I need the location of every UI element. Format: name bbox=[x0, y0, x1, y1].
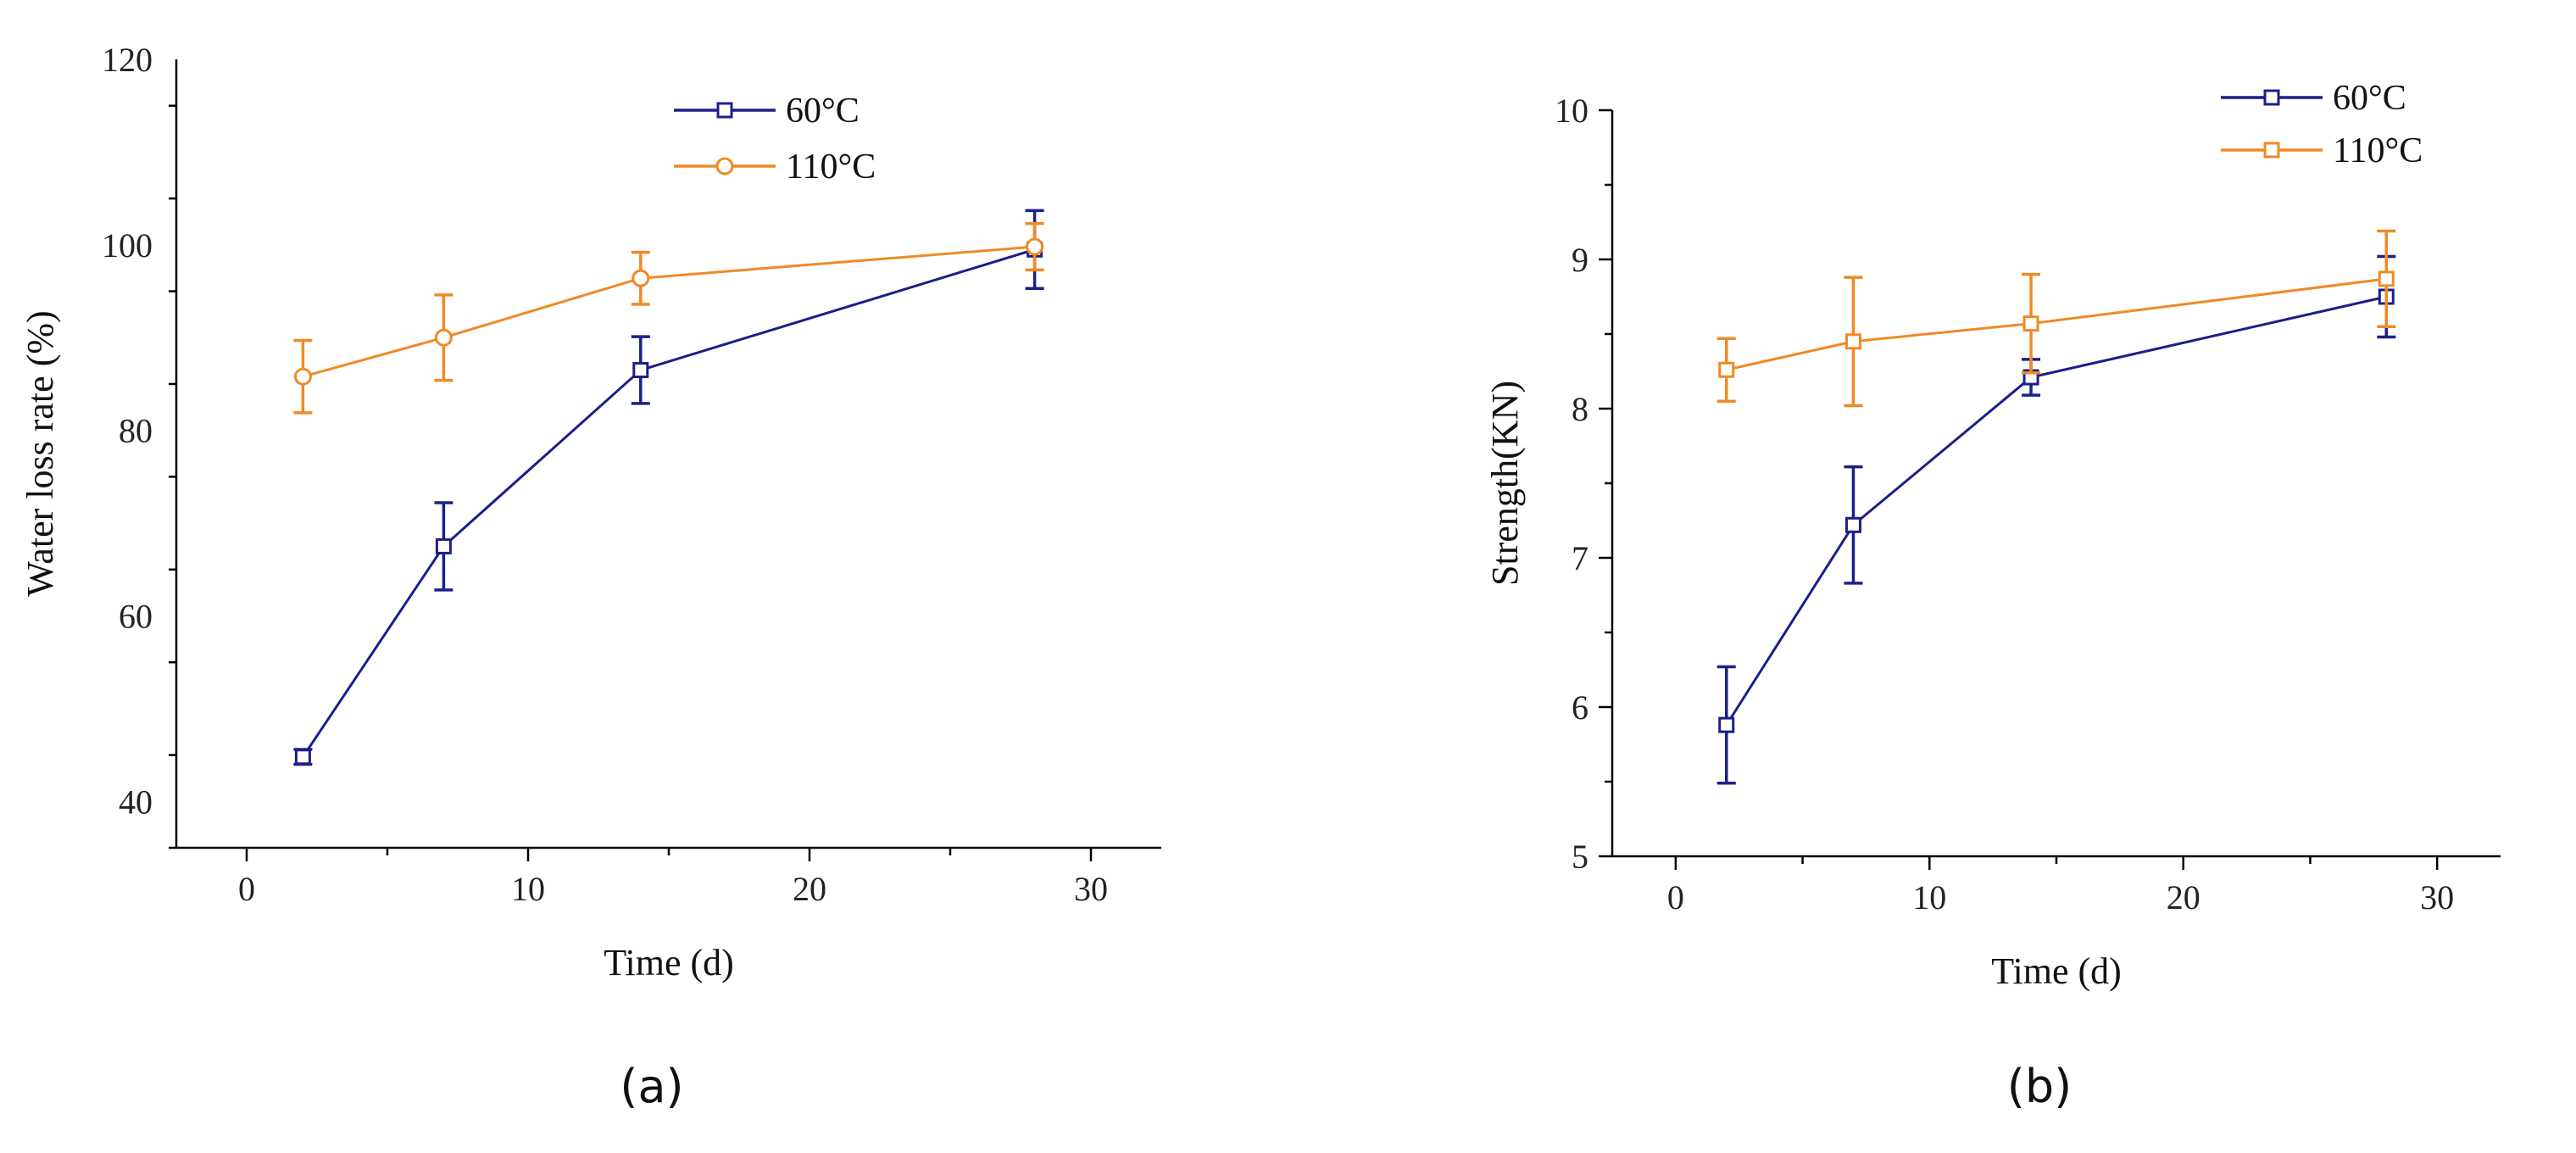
a-x-tick-label: 0 bbox=[238, 870, 255, 908]
b-series-line bbox=[1726, 277, 2387, 371]
b-legend-marker bbox=[2263, 89, 2280, 106]
b-series-line bbox=[1725, 295, 2387, 726]
a-y-axis-title: Water loss rate (%) bbox=[19, 310, 61, 596]
b-x-tick-label: 10 bbox=[1912, 878, 1946, 916]
b-legend-label: 110°C bbox=[2333, 131, 2423, 170]
a-series-60c bbox=[293, 209, 1044, 766]
a-y-tick-label: 60 bbox=[119, 597, 153, 635]
b-y-tick-label: 5 bbox=[1572, 838, 1588, 876]
a-legend-label: 110°C bbox=[786, 148, 876, 187]
a-data-point bbox=[294, 749, 311, 766]
a-x-tick-label: 20 bbox=[793, 870, 826, 908]
b-series-60c bbox=[1716, 254, 2396, 785]
chart-b-strength: 0 10 20 30 5 6 7 8 9 10 Time (d) Strength(KN) (b) 60°… bbox=[1484, 79, 2501, 1113]
b-data-point bbox=[1718, 716, 1735, 733]
a-data-point bbox=[293, 367, 312, 386]
a-series-110c bbox=[293, 221, 1044, 415]
a-legend-entry-60c: 60°C bbox=[674, 92, 860, 131]
b-legend-entry-60c: 60°C bbox=[2221, 79, 2406, 118]
b-legend-entry-110c: 110°C bbox=[2221, 131, 2423, 170]
b-y-tick-label: 9 bbox=[1572, 241, 1588, 279]
a-data-point bbox=[434, 328, 453, 347]
b-y-axis-title: Strength(KN) bbox=[1484, 381, 1526, 586]
b-data-point bbox=[1844, 333, 1861, 350]
a-data-point bbox=[632, 362, 649, 379]
chart-a-water-loss: 0 10 20 30 40 60 80 100 120 Time (d) Water loss ra… bbox=[19, 41, 1161, 1113]
a-x-tick-label: 10 bbox=[511, 870, 545, 908]
a-x-axis-title: Time (d) bbox=[604, 942, 734, 983]
b-y-tick-label: 10 bbox=[1555, 92, 1588, 130]
a-y-tick-label: 40 bbox=[119, 783, 153, 821]
b-x-tick-label: 20 bbox=[2167, 878, 2200, 916]
a-legend-marker bbox=[716, 102, 733, 119]
a-y-tick-label: 80 bbox=[119, 412, 153, 450]
a-data-point bbox=[435, 538, 452, 554]
a-data-point bbox=[631, 269, 650, 287]
a-series-line bbox=[302, 245, 1035, 378]
a-y-tick-label: 120 bbox=[102, 41, 153, 79]
b-series-110c bbox=[1716, 229, 2396, 408]
b-x-tick-label: 30 bbox=[2420, 878, 2454, 916]
b-y-tick-label: 7 bbox=[1572, 539, 1588, 577]
b-x-axis-title: Time (d) bbox=[1991, 950, 2122, 992]
a-legend-entry-110c: 110°C bbox=[674, 148, 876, 187]
b-x-tick-label: 0 bbox=[1667, 878, 1684, 916]
a-y-tick-label: 100 bbox=[102, 226, 153, 265]
a-panel-label: (a) bbox=[620, 1060, 683, 1113]
b-data-point bbox=[2378, 270, 2395, 287]
b-legend-marker bbox=[2263, 142, 2280, 159]
b-panel-label: (b) bbox=[2007, 1060, 2072, 1113]
a-legend-marker bbox=[715, 157, 734, 175]
a-series-line bbox=[302, 248, 1036, 758]
b-legend-label: 60°C bbox=[2333, 79, 2406, 118]
a-legend-label: 60°C bbox=[786, 92, 860, 131]
b-data-point bbox=[1844, 516, 1861, 533]
a-x-tick-label: 30 bbox=[1074, 870, 1108, 908]
b-y-tick-label: 8 bbox=[1572, 390, 1588, 428]
b-data-point bbox=[1718, 361, 1735, 378]
a-data-point bbox=[1026, 237, 1044, 256]
b-data-point bbox=[2022, 315, 2039, 332]
b-y-tick-label: 6 bbox=[1572, 688, 1588, 727]
